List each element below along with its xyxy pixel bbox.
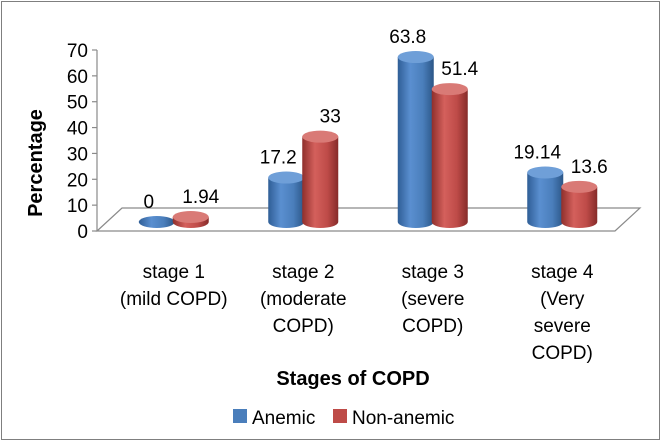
legend-label-anemic: Anemic [252, 408, 315, 429]
x-category-label-2: stage 2 (moderate COPD) [260, 262, 347, 337]
bar-top-cap [268, 171, 305, 184]
bar-top-cap [527, 166, 564, 179]
bar-body [527, 172, 564, 228]
bar-top-cap [431, 83, 468, 96]
x-category-label-4: stage 4 (Very severe COPD) [531, 262, 594, 364]
data-label: 0 [143, 192, 154, 213]
bar-top-cap [172, 210, 209, 223]
bar-top-cap [561, 180, 598, 193]
legend-label-non-anemic: Non-anemic [352, 408, 454, 429]
bar-anemic-4 [527, 166, 564, 228]
bar-body [268, 177, 305, 228]
y-tick-label: 70 [67, 41, 88, 62]
x-category-label-1: stage 1 (mild COPD) [120, 262, 228, 310]
bars [138, 51, 598, 228]
y-tick-label: 40 [67, 119, 88, 140]
bar-body [302, 136, 339, 228]
y-tick-label: 0 [77, 222, 88, 243]
bar-body [431, 89, 468, 228]
bar-body [561, 186, 598, 228]
floor-plane [95, 207, 642, 232]
bar-anemic-3 [397, 51, 434, 228]
bar-non-anemic-1 [172, 210, 209, 228]
bar-top-cap [302, 130, 339, 143]
data-label: 13.6 [571, 157, 608, 178]
chart-floor [95, 207, 642, 232]
legend-swatch-anemic [233, 409, 247, 423]
x-axis-title: Stages of COPD [276, 368, 429, 390]
bar-anemic-1 [138, 216, 175, 228]
bar-non-anemic-4 [561, 180, 598, 228]
bar-body [397, 57, 434, 228]
bar-top-cap [397, 51, 434, 64]
x-axis-categories: stage 1 (mild COPD) stage 2 (moderate COPD) s… [120, 262, 594, 364]
y-axis: 0 10 20 30 40 50 60 70 [67, 41, 98, 243]
data-label: 63.8 [389, 27, 426, 48]
y-tick-label: 10 [67, 196, 88, 217]
bar-non-anemic-2 [302, 130, 339, 228]
y-tick-label: 50 [67, 93, 88, 114]
data-label: 51.4 [441, 59, 478, 80]
bar-non-anemic-3 [431, 83, 468, 228]
x-category-label-3: stage 3 (severe COPD) [401, 262, 464, 337]
y-tick-label: 30 [67, 144, 88, 165]
bar-anemic-2 [268, 171, 305, 228]
data-label: 1.94 [182, 187, 219, 208]
data-labels: 0 1.94 17.2 33 63.8 51.4 19.14 13.6 [143, 27, 607, 213]
legend: Anemic Non-anemic [233, 408, 454, 429]
data-label: 17.2 [260, 148, 297, 169]
y-tick-label: 20 [67, 170, 88, 191]
data-label: 19.14 [513, 143, 561, 164]
legend-swatch-non-anemic [333, 409, 347, 423]
data-label: 33 [320, 107, 341, 128]
y-tick-label: 60 [67, 67, 88, 88]
y-axis-title: Percentage [25, 109, 47, 217]
bar-flat-cap [138, 216, 175, 228]
